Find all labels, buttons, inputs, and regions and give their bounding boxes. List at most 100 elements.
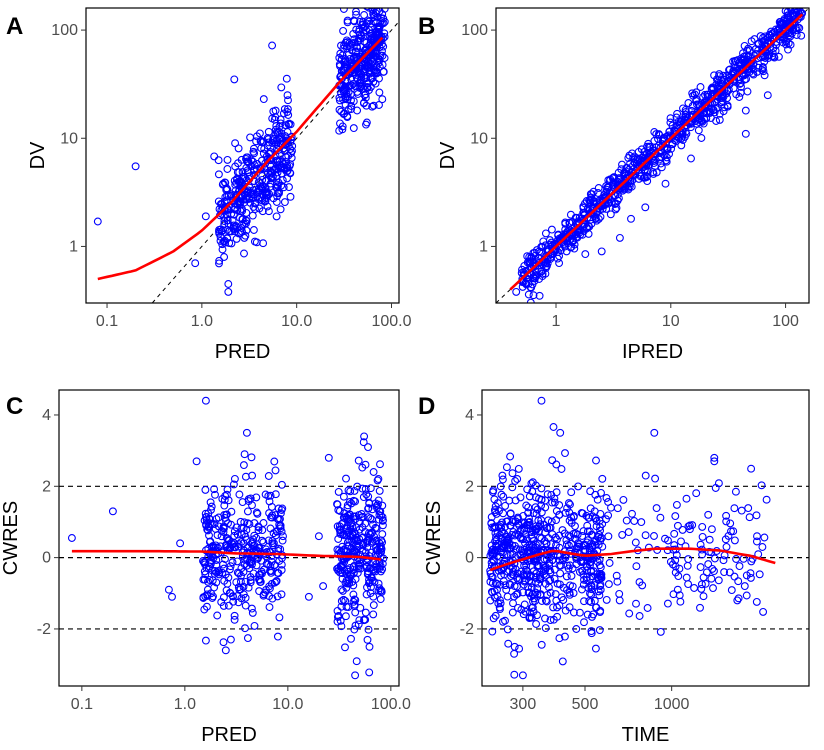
data-point xyxy=(515,644,524,653)
data-point xyxy=(526,572,535,581)
y-tick-label: 2 xyxy=(42,478,51,495)
data-point xyxy=(238,167,247,176)
data-point xyxy=(240,450,249,459)
data-point xyxy=(541,565,550,574)
y-tick-label: 1 xyxy=(479,238,488,255)
data-point xyxy=(531,588,540,597)
data-point xyxy=(337,55,346,64)
data-point xyxy=(663,144,672,153)
data-point xyxy=(493,580,502,588)
data-point xyxy=(498,544,507,553)
data-point xyxy=(544,516,553,525)
data-point xyxy=(552,488,561,497)
data-point xyxy=(361,93,370,102)
data-point xyxy=(561,219,570,228)
data-point xyxy=(727,70,736,79)
data-point xyxy=(224,496,233,505)
data-point xyxy=(619,179,628,188)
data-point xyxy=(233,557,242,566)
data-point xyxy=(593,204,602,213)
data-point xyxy=(532,620,541,628)
data-point xyxy=(213,543,222,552)
y-axis-title: DV xyxy=(27,141,49,169)
y-axis-title: CWRES xyxy=(423,501,445,575)
data-point xyxy=(622,516,631,525)
data-point xyxy=(350,35,359,44)
data-point xyxy=(353,542,361,551)
data-point xyxy=(352,73,361,82)
data-point xyxy=(730,572,739,581)
data-point xyxy=(579,557,588,566)
data-point xyxy=(705,535,714,544)
data-point xyxy=(790,18,799,27)
data-point xyxy=(528,533,537,542)
data-point xyxy=(699,592,708,601)
data-point xyxy=(367,29,376,38)
data-point xyxy=(250,149,259,158)
data-point xyxy=(350,528,359,537)
data-point xyxy=(538,269,547,278)
data-point xyxy=(359,493,368,502)
data-point xyxy=(244,497,253,506)
data-point xyxy=(343,515,352,524)
data-point xyxy=(219,638,228,647)
data-point xyxy=(644,154,652,163)
y-tick-label: -2 xyxy=(460,621,474,638)
data-point xyxy=(652,168,661,177)
x-tick-label: 1.0 xyxy=(174,696,196,713)
data-point xyxy=(531,267,540,276)
data-point xyxy=(243,191,252,200)
data-point xyxy=(602,494,611,502)
data-point xyxy=(371,523,380,532)
data-point xyxy=(257,183,266,192)
data-point xyxy=(337,602,346,611)
data-point xyxy=(747,37,756,46)
data-point xyxy=(334,506,343,515)
data-point xyxy=(376,460,384,469)
panel-label: C xyxy=(6,393,23,420)
data-point xyxy=(228,558,237,567)
data-point xyxy=(742,591,751,600)
data-point xyxy=(337,107,346,116)
data-point xyxy=(279,532,287,541)
data-point xyxy=(271,490,280,499)
y-tick-label: 0 xyxy=(465,550,474,567)
data-point xyxy=(591,644,600,653)
data-point xyxy=(638,581,647,590)
data-point xyxy=(374,25,383,34)
data-point xyxy=(528,478,537,487)
data-point xyxy=(673,585,682,594)
data-point xyxy=(694,126,703,135)
data-point xyxy=(743,87,752,96)
data-point xyxy=(527,253,536,262)
data-point xyxy=(682,494,691,503)
data-point xyxy=(108,507,117,516)
data-point xyxy=(741,64,750,73)
data-point xyxy=(239,590,248,599)
data-point xyxy=(230,615,239,624)
data-point xyxy=(673,521,682,530)
data-point xyxy=(613,577,622,586)
data-point xyxy=(351,671,360,680)
data-point xyxy=(661,179,670,188)
data-point xyxy=(549,615,558,624)
data-point xyxy=(213,531,222,540)
data-point xyxy=(272,180,281,189)
data-point xyxy=(557,238,566,247)
y-tick-label: 10 xyxy=(470,130,488,147)
data-point xyxy=(213,611,222,620)
data-point xyxy=(235,490,244,499)
data-point xyxy=(520,526,529,535)
data-point xyxy=(557,465,566,473)
data-point xyxy=(491,611,500,620)
data-point xyxy=(488,523,497,532)
data-point xyxy=(619,495,628,504)
data-point xyxy=(696,83,705,91)
data-point xyxy=(517,546,526,555)
data-point xyxy=(343,501,352,510)
data-point xyxy=(284,96,292,105)
data-point xyxy=(513,475,522,483)
data-point xyxy=(719,107,728,116)
data-point xyxy=(762,495,771,504)
data-point xyxy=(641,471,650,480)
